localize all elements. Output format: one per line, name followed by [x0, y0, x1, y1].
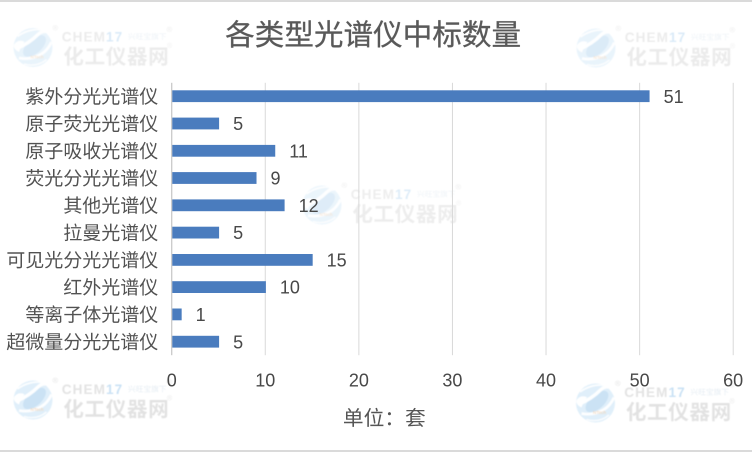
svg-text:®: ® — [730, 43, 736, 51]
svg-text:®: ® — [167, 395, 173, 403]
svg-text:®: ® — [456, 200, 462, 208]
svg-text:NTech: NTech — [319, 212, 332, 217]
svg-text:®: ® — [167, 378, 173, 387]
svg-text:NTech: NTech — [30, 407, 43, 412]
svg-text:®: ® — [167, 25, 173, 34]
svg-text:®: ® — [53, 24, 59, 33]
svg-text:NTech: NTech — [593, 55, 606, 60]
svg-text:5: 5 — [233, 332, 243, 352]
svg-text:11: 11 — [289, 141, 308, 161]
svg-text:®: ® — [342, 181, 348, 190]
svg-text:®: ® — [167, 42, 173, 50]
svg-text:NTech: NTech — [593, 410, 606, 415]
svg-text:30: 30 — [442, 371, 462, 391]
svg-text:0: 0 — [167, 371, 177, 391]
svg-text:®: ® — [456, 183, 462, 192]
svg-text:10: 10 — [280, 278, 300, 298]
svg-text:15: 15 — [327, 250, 347, 270]
svg-text:50: 50 — [630, 371, 650, 391]
svg-text:1: 1 — [196, 305, 206, 325]
svg-text:®: ® — [730, 398, 736, 406]
svg-text:®: ® — [729, 381, 735, 390]
svg-text:20: 20 — [349, 371, 369, 391]
svg-text:CHEM17: CHEM17 — [351, 187, 412, 202]
svg-text:CHEM17: CHEM17 — [625, 30, 686, 45]
svg-text:®: ® — [616, 24, 622, 33]
svg-text:60: 60 — [723, 371, 743, 391]
svg-text:®: ® — [53, 376, 59, 385]
svg-text:CHEM17: CHEM17 — [62, 29, 123, 44]
svg-text:®: ® — [730, 26, 736, 35]
svg-text:®: ® — [615, 379, 621, 388]
svg-text:51: 51 — [664, 87, 684, 107]
svg-text:CHEM17: CHEM17 — [624, 385, 685, 400]
svg-text:10: 10 — [255, 371, 275, 391]
svg-text:9: 9 — [271, 169, 281, 189]
svg-text:NTech: NTech — [30, 55, 43, 60]
svg-text:12: 12 — [299, 196, 319, 216]
svg-text:5: 5 — [233, 114, 243, 134]
svg-text:5: 5 — [233, 223, 243, 243]
svg-text:CHEM17: CHEM17 — [62, 382, 123, 397]
svg-text:40: 40 — [536, 371, 556, 391]
